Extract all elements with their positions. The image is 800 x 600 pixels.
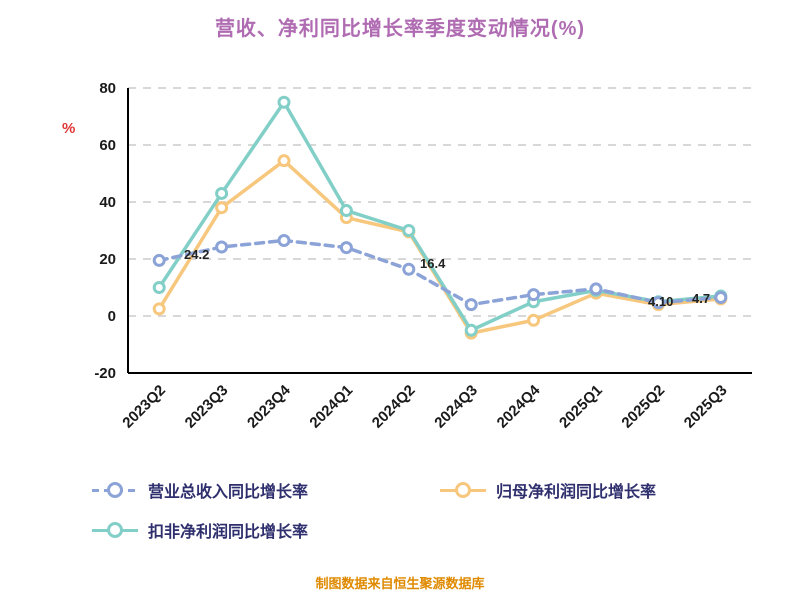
legend-row-1: 营业总收入同比增长率 归母净利润同比增长率 (92, 478, 752, 502)
non-gaap-series-marker-icon (92, 522, 138, 538)
x-tick-label: 2025Q1 (556, 382, 606, 432)
marker-s2-0 (152, 281, 166, 294)
marker-s0-4 (402, 262, 416, 276)
revenue-series-marker-icon (92, 482, 138, 498)
x-tick-label: 2025Q3 (681, 382, 731, 432)
annotation-label: 16.4 (420, 256, 446, 271)
x-tick-label: 2023Q4 (244, 381, 294, 431)
marker-s2-1 (215, 186, 229, 200)
y-tick-label: 60 (99, 137, 116, 154)
y-tick-label: 0 (108, 308, 116, 325)
marker-s1-6 (527, 313, 541, 327)
x-tick-label: 2024Q1 (306, 382, 356, 432)
marker-s0-6 (527, 288, 541, 302)
marker-s2-3 (339, 204, 353, 218)
marker-s0-1 (215, 240, 229, 254)
net-profit-series-marker-icon (440, 482, 486, 498)
data-source-note: 制图数据来自恒生聚源数据库 (315, 576, 485, 591)
marker-s0-0 (152, 253, 166, 267)
marker-s1-1 (215, 201, 229, 215)
legend: 营业总收入同比增长率 归母净利润同比增长率 扣非净利润同比增长率 (92, 478, 752, 542)
marker-s1-0 (152, 302, 166, 316)
legend-row-2: 扣非净利润同比增长率 (92, 518, 752, 542)
marker-s0-7 (589, 282, 603, 296)
x-tick-label: 2025Q2 (618, 382, 668, 432)
y-tick-label: 40 (99, 194, 116, 211)
legend-item-net-profit-growth: 归母净利润同比增长率 (440, 478, 740, 502)
x-tick-label: 2023Q2 (119, 382, 169, 432)
x-tick-label: 2024Q2 (369, 382, 419, 432)
series-line-0 (157, 238, 723, 307)
marker-s0-9 (714, 290, 728, 304)
marker-s0-3 (339, 241, 353, 255)
annotation-label: 4.7 (692, 291, 710, 306)
series-line-1 (157, 158, 723, 335)
chart-title: 营收、净利同比增长率季度变动情况(%) (214, 18, 586, 40)
marker-s2-4 (402, 224, 416, 237)
marker-s0-2 (277, 233, 291, 247)
legend-label-revenue-growth: 营业总收入同比增长率 (148, 484, 309, 501)
marker-s2-5 (464, 323, 478, 337)
legend-label-net-profit-growth: 归母净利润同比增长率 (496, 484, 657, 501)
marker-s2-2 (277, 95, 291, 109)
annotation-label: 4.10 (648, 294, 673, 309)
marker-s0-8 (651, 296, 665, 310)
marker-s1-2 (277, 154, 291, 168)
x-tick-label: 2023Q3 (182, 382, 232, 432)
legend-label-non-gaap-profit-growth: 扣非净利润同比增长率 (148, 524, 309, 541)
x-tick-label: 2024Q3 (431, 382, 481, 432)
legend-item-revenue-growth: 营业总收入同比增长率 (92, 478, 392, 502)
y-tick-label: 20 (99, 251, 116, 268)
y-tick-label: -20 (94, 365, 116, 382)
annotation-label: 24.2 (184, 247, 209, 262)
legend-item-non-gaap-profit-growth: 扣非净利润同比增长率 (92, 518, 392, 542)
y-axis-unit-label: % (62, 120, 76, 137)
x-tick-label: 2024Q4 (494, 381, 544, 431)
marker-s0-5 (464, 298, 478, 312)
y-tick-label: 80 (99, 80, 116, 97)
